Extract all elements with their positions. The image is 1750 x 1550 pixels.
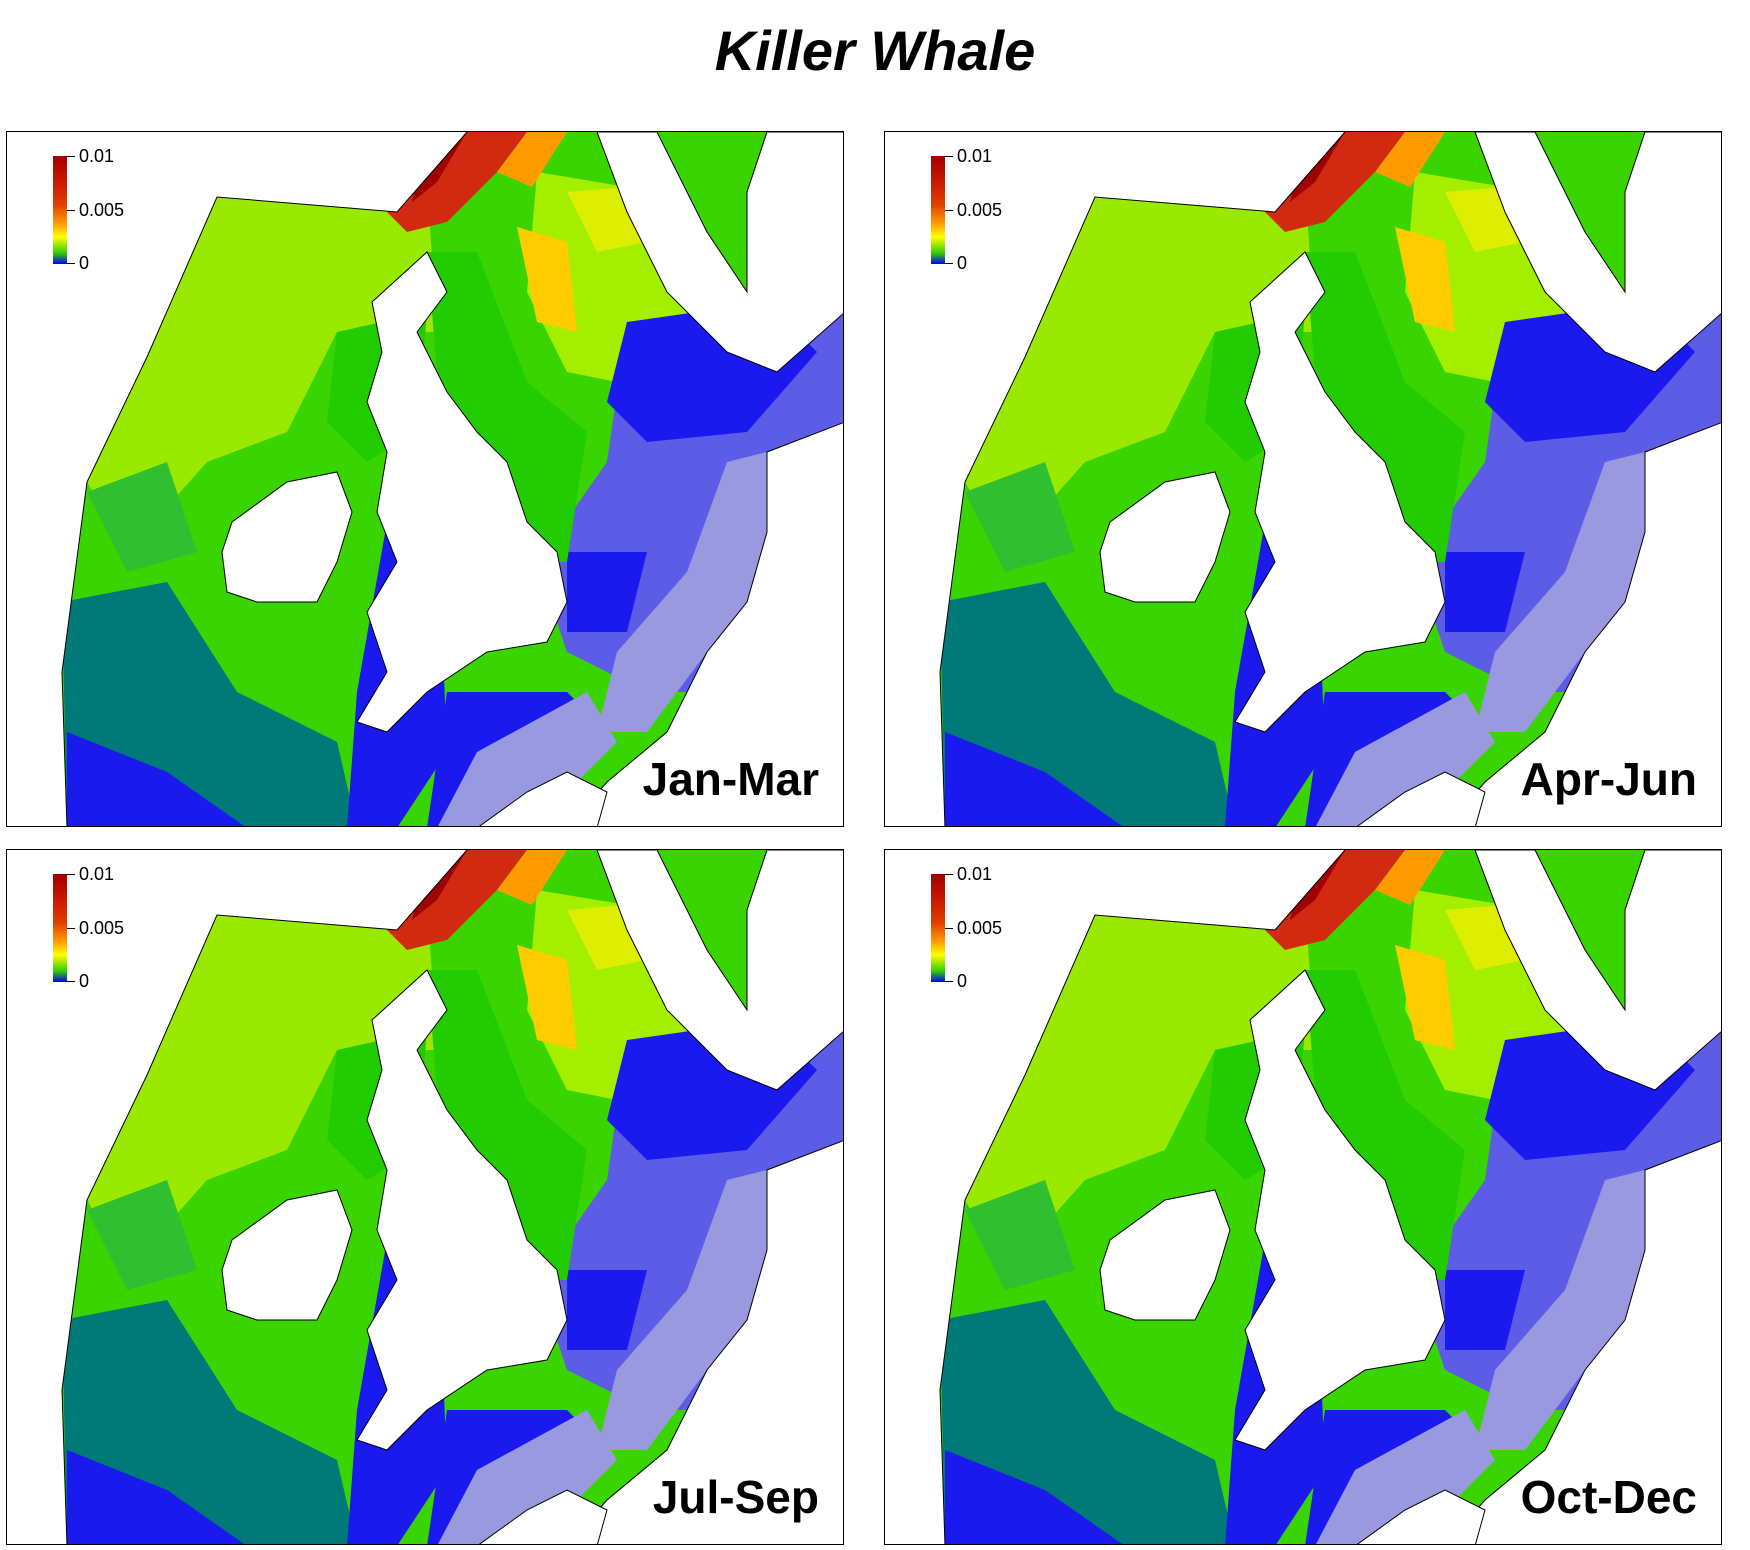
season-label: Jul-Sep: [652, 1471, 819, 1523]
colorbar: [931, 156, 945, 264]
colorbar: [931, 874, 945, 982]
season-label: Apr-Jun: [1520, 753, 1697, 805]
map-panel-jan-mar: 0.01 0.005 0 Jan-Mar: [6, 131, 844, 827]
legend-max-label: 0.01: [79, 864, 115, 884]
map-panel-apr-jun: 0.01 0.005 0 Apr-Jun: [884, 131, 1722, 827]
colorbar-legend: 0.01 0.005 0: [53, 865, 173, 990]
map-panel-oct-dec: 0.01 0.005 0 Oct-Dec: [884, 849, 1722, 1545]
legend-mid-label: 0.005: [957, 918, 1003, 938]
legend-min-label: 0: [79, 971, 90, 991]
colorbar: [53, 156, 67, 264]
legend-max-label: 0.01: [957, 146, 993, 166]
figure-title: Killer Whale: [714, 19, 1036, 82]
legend-min-label: 0: [957, 971, 968, 991]
legend-max-label: 0.01: [79, 146, 115, 166]
colorbar: [53, 874, 67, 982]
season-label: Jan-Mar: [642, 753, 819, 805]
legend-max-label: 0.01: [957, 864, 993, 884]
colorbar-legend: 0.01 0.005 0: [931, 147, 1051, 272]
legend-min-label: 0: [957, 253, 968, 273]
legend-mid-label: 0.005: [79, 918, 125, 938]
season-label: Oct-Dec: [1520, 1471, 1697, 1523]
colorbar-legend: 0.01 0.005 0: [931, 865, 1051, 990]
colorbar-legend: 0.01 0.005 0: [53, 147, 173, 272]
legend-mid-label: 0.005: [957, 200, 1003, 220]
legend-min-label: 0: [79, 253, 90, 273]
map-panel-jul-sep: 0.01 0.005 0 Jul-Sep: [6, 849, 844, 1545]
legend-mid-label: 0.005: [79, 200, 125, 220]
